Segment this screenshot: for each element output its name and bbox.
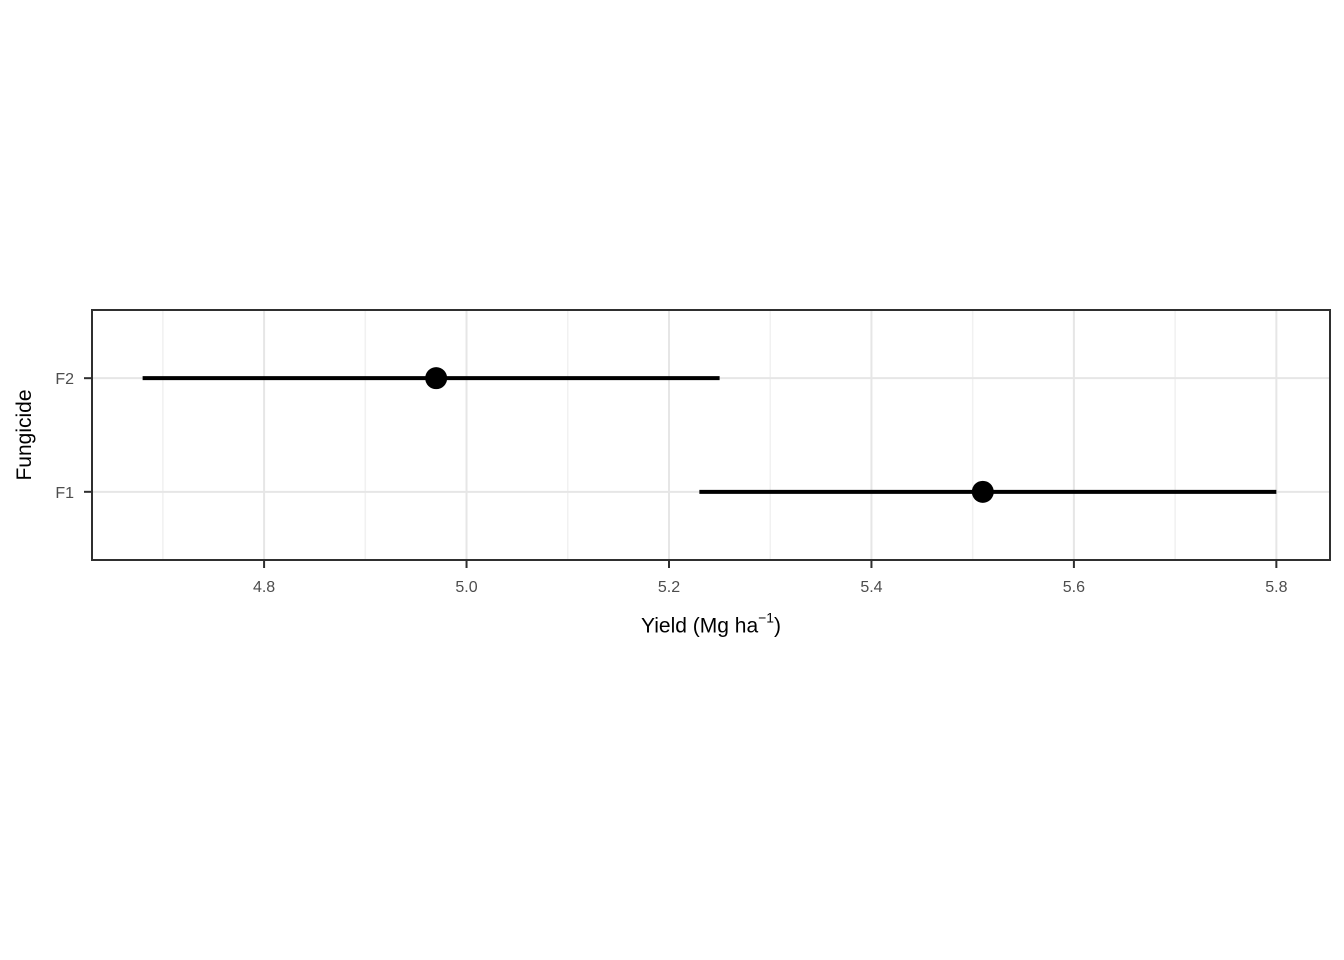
x-axis-title-close: ) (773, 614, 781, 638)
x-axis-title-text: Yield (Mg ha (641, 614, 759, 638)
y-axis-title: Fungicide (13, 389, 36, 481)
x-tick-label: 5.8 (1265, 579, 1287, 596)
mean-point (425, 367, 448, 390)
x-tick-label: 5.0 (455, 579, 477, 596)
x-tick-label: 5.4 (860, 579, 882, 596)
panel-border (91, 309, 1331, 561)
x-tick-label: 5.6 (1063, 579, 1085, 596)
x-axis-title: Yield (Mg ha−1) (641, 609, 781, 639)
x-tick-label: 4.8 (253, 579, 275, 596)
mean-point (971, 480, 994, 503)
x-tick-label: 5.2 (658, 579, 680, 596)
y-tick-label: F2 (55, 371, 74, 388)
y-tick-label: F1 (55, 485, 74, 502)
x-axis-title-superscript: −1 (758, 609, 774, 626)
